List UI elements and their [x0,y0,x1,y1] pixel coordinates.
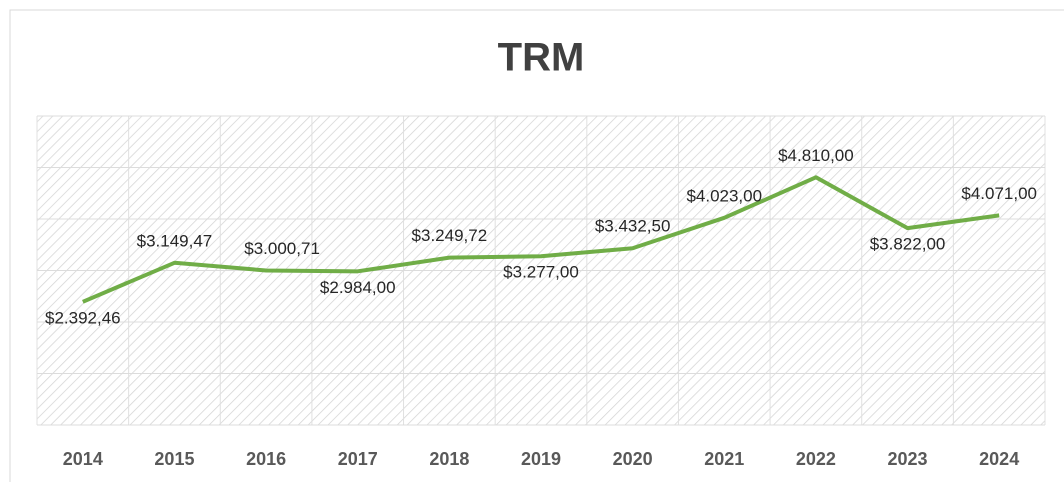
data-label: $2.392,46 [45,308,121,327]
chart-title: TRM [498,36,585,80]
x-tick-label: 2022 [796,449,836,469]
data-label: $4.023,00 [686,186,762,205]
x-tick-label: 2016 [246,449,286,469]
data-label: $3.432,50 [595,217,671,236]
data-label: $2.984,00 [320,278,396,297]
data-label: $4.810,00 [778,146,854,165]
data-label: $3.249,72 [412,226,488,245]
x-tick-label: 2023 [888,449,928,469]
x-tick-label: 2018 [429,449,469,469]
data-label: $3.149,47 [137,231,213,250]
x-tick-label: 2021 [704,449,744,469]
x-tick-label: 2014 [63,449,103,469]
data-line [82,175,1000,304]
x-tick-label: 2017 [338,449,378,469]
x-tick-label: 2019 [521,449,561,469]
data-label: $3.277,00 [503,263,579,282]
x-tick-label: 2020 [613,449,653,469]
data-label: $3.000,71 [244,239,320,258]
data-label: $4.071,00 [961,184,1037,203]
data-label: $3.822,00 [870,235,946,254]
x-tick-label: 2015 [154,449,194,469]
x-tick-label: 2024 [979,449,1019,469]
